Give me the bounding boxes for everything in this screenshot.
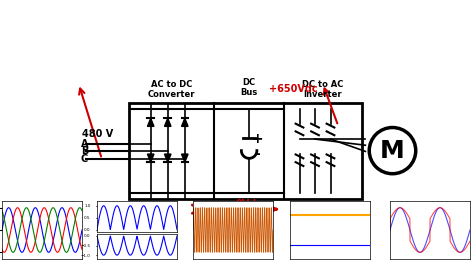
Text: A: A [81, 139, 89, 149]
Text: 0Vdc: 0Vdc [236, 199, 263, 209]
Polygon shape [182, 154, 188, 162]
Polygon shape [147, 154, 154, 162]
Polygon shape [147, 118, 154, 126]
FancyBboxPatch shape [129, 103, 362, 199]
Text: C: C [81, 154, 88, 164]
Text: B: B [81, 146, 88, 156]
Text: +650Vdc: +650Vdc [268, 84, 317, 94]
Text: -: - [254, 147, 260, 162]
Text: M: M [380, 139, 405, 163]
Circle shape [369, 128, 416, 174]
Polygon shape [164, 154, 171, 162]
Polygon shape [164, 118, 171, 126]
Text: 480 V: 480 V [82, 129, 114, 139]
Text: +: + [251, 132, 263, 146]
Text: DC to AC
Inverter: DC to AC Inverter [302, 80, 344, 99]
Text: AC to DC
Converter: AC to DC Converter [148, 80, 195, 99]
Text: DC
Bus: DC Bus [240, 78, 258, 97]
Polygon shape [182, 118, 188, 126]
